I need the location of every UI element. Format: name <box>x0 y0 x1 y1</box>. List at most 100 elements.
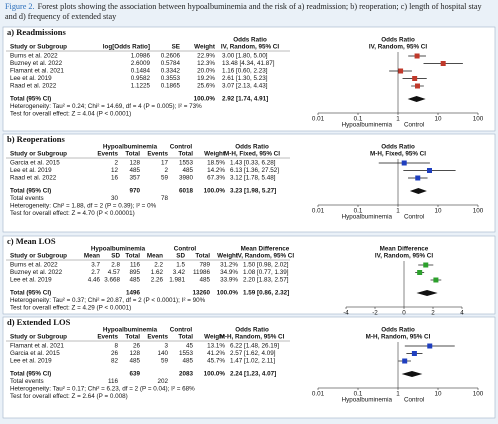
cell: 100.0% <box>204 371 226 378</box>
header: Mean <box>147 253 163 260</box>
tick-label: 1 <box>396 391 400 398</box>
effect-label: 1.50 [0.98, 2.02] <box>243 262 289 269</box>
cell: 2 <box>164 167 168 174</box>
effect-label: 1.16 [0.60, 2.23] <box>222 68 268 75</box>
header: Events <box>147 334 168 341</box>
cell: 2.26 <box>151 277 164 284</box>
panel-title: c) Mean LOS <box>7 236 56 246</box>
cell: Total (95% CI) <box>10 371 51 378</box>
effect-label: 1.43 [0.33, 6.28] <box>230 160 276 167</box>
cell: Flamant et al. 2021 <box>10 68 64 75</box>
cell: Burns et al. 2022 <box>10 53 58 60</box>
diamond <box>401 371 423 377</box>
cell: 1.5 <box>176 262 185 269</box>
header: SD <box>176 253 185 260</box>
header: Weight <box>204 151 226 158</box>
cell: 31.2% <box>220 262 238 269</box>
diamond <box>407 96 426 102</box>
cell: Raad et al. 2022 <box>10 83 57 90</box>
panel-title: d) Extended LOS <box>7 317 71 327</box>
cell: 14.2% <box>207 167 225 174</box>
tick-label: 0.01 <box>312 116 325 123</box>
note: Heterogeneity: Tau² = 0.37; Chi² = 20.87… <box>10 297 206 304</box>
effect-square <box>411 351 417 356</box>
cell: Lee et al. 2019 <box>10 358 52 365</box>
axis-label: Control <box>404 397 424 404</box>
header: IV, Random, 95% CI <box>236 253 294 260</box>
note: Test for overall effect: Z = 2.64 (P = 0… <box>10 393 128 400</box>
header: Study or Subgroup <box>10 44 67 51</box>
header: M-H, Fixed, 95% CI <box>224 151 280 158</box>
header: Mean <box>84 253 100 260</box>
header: Hypoalbuminemia <box>103 327 158 334</box>
cell: 26 <box>133 343 141 350</box>
cell: 82 <box>111 358 119 365</box>
cell: Burns et al. 2022 <box>10 262 58 269</box>
cell: 18.5% <box>207 160 225 167</box>
cell: Garcia et al. 2015 <box>10 350 60 357</box>
cell: 202 <box>157 378 168 385</box>
panel <box>2 316 496 419</box>
panel <box>2 133 496 233</box>
cell: 45 <box>186 343 194 350</box>
cell: Lee et al. 2019 <box>10 167 52 174</box>
tick-label: 100 <box>473 391 484 398</box>
cell: 128 <box>129 160 140 167</box>
header: SE <box>172 44 180 51</box>
cell: 639 <box>129 371 140 378</box>
cell: 140 <box>157 350 168 357</box>
cell: 3 <box>164 343 168 350</box>
header: Odds Ratio <box>381 327 415 334</box>
header: Mean Difference <box>241 246 290 253</box>
header: Odds Ratio <box>233 37 267 44</box>
panel <box>2 235 496 315</box>
cell: 1553 <box>179 350 194 357</box>
cell: 3.7 <box>91 262 100 269</box>
axis-label: Hypoalbuminemia <box>342 214 393 221</box>
axis-label: Control <box>404 122 424 129</box>
cell: 0.2606 <box>161 53 181 60</box>
header: Events <box>147 151 168 158</box>
cell: 116 <box>130 262 141 269</box>
cell: 0.9582 <box>131 75 151 82</box>
cell: Total (95% CI) <box>10 96 51 103</box>
effect-label: 6.13 [1.36, 27.52] <box>230 167 279 174</box>
cell: 0.5784 <box>161 60 181 67</box>
cell: 0.3553 <box>161 75 181 82</box>
cell: 895 <box>129 269 140 276</box>
header: Weight <box>217 253 239 260</box>
effect-label: 3.00 [1.80, 5.00] <box>222 53 268 60</box>
cell: 485 <box>129 277 140 284</box>
tick-label: 0.1 <box>354 391 363 398</box>
caption: Figure 2. Forest plots showing the associ… <box>5 2 493 22</box>
cell: Buzney et al. 2022 <box>10 269 63 276</box>
cell: 116 <box>108 378 119 385</box>
panel-title: a) Readmissions <box>7 27 66 37</box>
effect-square <box>398 68 404 74</box>
header: Total <box>178 334 193 341</box>
tick-label: 0.1 <box>354 116 363 123</box>
cell: 357 <box>129 175 140 182</box>
header: Events <box>97 151 118 158</box>
axis-label: Hypoalbuminemia <box>342 122 393 129</box>
header: SD <box>111 253 120 260</box>
cell: 11986 <box>193 269 211 276</box>
cell: 12.3% <box>197 60 215 67</box>
tick-label: 100 <box>473 116 484 123</box>
cell: 12 <box>111 167 119 174</box>
header: Odds Ratio <box>235 144 269 151</box>
cell: 2.2 <box>154 262 163 269</box>
cell: Lee et al. 2019 <box>10 277 52 284</box>
note: Test for overall effect: Z = 4.70 (P < 0… <box>10 210 135 217</box>
effect-label: 1.08 [0.77, 1.39] <box>243 269 289 276</box>
cell: 3980 <box>179 175 194 182</box>
cell: Flamant et al. 2021 <box>10 343 64 350</box>
cell: 22.9% <box>197 53 215 60</box>
axis-label: Control <box>404 214 424 221</box>
cell: 100.0% <box>217 290 239 297</box>
header: Events <box>97 334 118 341</box>
cell: 1496 <box>126 290 141 297</box>
cell: 1553 <box>179 160 194 167</box>
header: Control <box>174 246 197 253</box>
cell: 13260 <box>192 290 210 297</box>
